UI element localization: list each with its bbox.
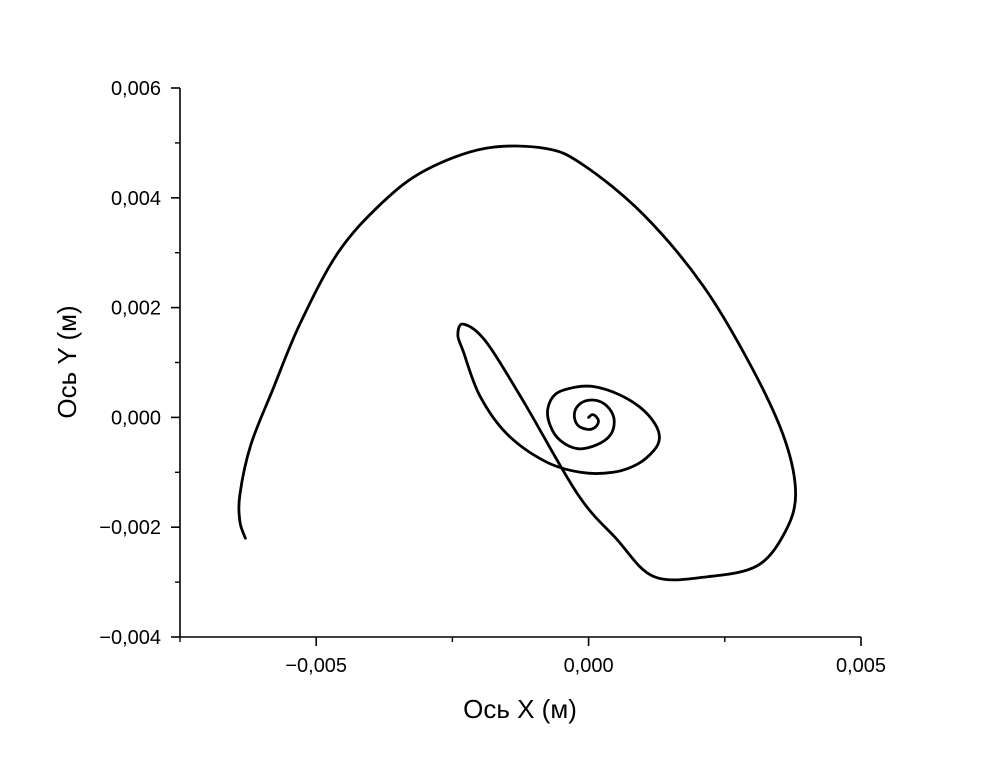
x-tick-label: 0,005 bbox=[836, 655, 886, 677]
y-tick-label: 0,000 bbox=[111, 407, 161, 429]
y-tick-label: 0,006 bbox=[111, 78, 161, 100]
y-axis-title: Ось Y (м) bbox=[52, 305, 82, 418]
y-tick-label: 0,004 bbox=[111, 188, 161, 210]
x-tick-label: −0,005 bbox=[285, 655, 347, 677]
y-tick-label: 0,002 bbox=[111, 298, 161, 320]
spiral-series-line bbox=[237, 144, 798, 582]
ticks bbox=[171, 87, 862, 646]
y-tick-label: −0,004 bbox=[99, 627, 161, 649]
tick-labels: −0,005 0,000 0,005 −0,004 −0,002 0,000 0,002 0,… bbox=[99, 78, 886, 677]
y-tick-label: −0,002 bbox=[99, 517, 161, 539]
x-axis-title: Ось X (м) bbox=[463, 694, 577, 724]
x-tick-label: 0,000 bbox=[564, 655, 614, 677]
